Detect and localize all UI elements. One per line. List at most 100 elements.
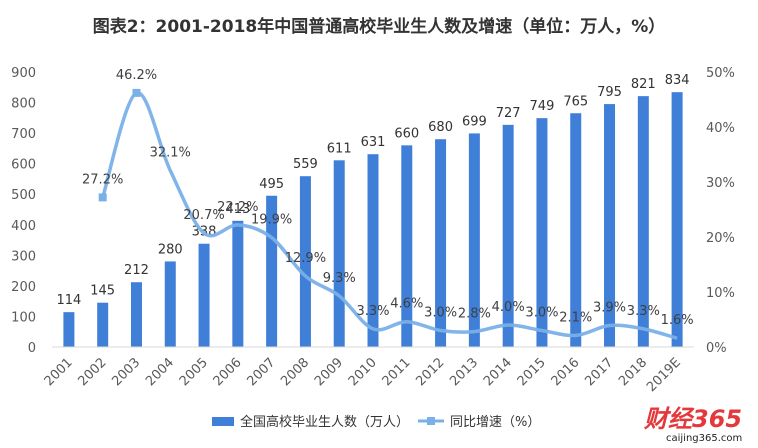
- watermark-brand: 财经365: [643, 405, 742, 433]
- line-value-label: 2.8%: [458, 307, 491, 322]
- bar: [97, 302, 109, 347]
- bar-value-label: 145: [90, 284, 115, 299]
- y-left-tick-label: 400: [11, 219, 36, 234]
- line-value-label: 9.3%: [323, 271, 356, 286]
- y-left-tick-label: 100: [11, 310, 36, 325]
- y-right-tick-label: 20%: [706, 231, 735, 246]
- bar: [130, 282, 142, 347]
- line-point-marker: [98, 193, 107, 202]
- legend-line-marker: [427, 417, 435, 425]
- bar-value-label: 413: [225, 202, 250, 217]
- bar-value-label: 559: [293, 157, 318, 172]
- bar-value-label: 631: [361, 135, 386, 150]
- bar-value-label: 680: [428, 120, 453, 135]
- line-value-label: 2.1%: [559, 310, 592, 325]
- y-left-tick-label: 900: [11, 66, 36, 81]
- x-tick-label: 2011: [380, 355, 414, 389]
- legend-bar-label: 全国高校毕业生人数（万人）: [240, 414, 409, 430]
- x-tick-label: 2001: [42, 355, 76, 389]
- line-value-label: 4.6%: [390, 297, 423, 312]
- bar-value-label: 212: [124, 263, 149, 278]
- x-tick-label: 2019E: [644, 355, 684, 395]
- y-right-tick-label: 10%: [706, 286, 735, 301]
- bar: [198, 243, 210, 347]
- x-tick-label: 2013: [447, 355, 481, 389]
- legend-bar-swatch: [212, 417, 234, 426]
- y-left-tick-label: 700: [11, 127, 36, 142]
- bar-value-label: 699: [462, 114, 487, 129]
- x-tick-label: 2003: [109, 355, 143, 389]
- legend-line-label: 同比增速（%）: [450, 415, 540, 430]
- bar-value-label: 749: [530, 99, 555, 114]
- bar: [299, 176, 311, 347]
- line-value-label: 32.1%: [150, 145, 191, 160]
- bar: [435, 139, 447, 347]
- bar: [570, 113, 582, 347]
- y-left-tick-label: 600: [11, 158, 36, 173]
- x-tick-label: 2004: [143, 355, 177, 389]
- watermark-logo: 财经365 caijing365.com: [643, 405, 742, 444]
- bar: [367, 154, 379, 347]
- legend: 全国高校毕业生人数（万人） 同比增速（%）: [212, 414, 540, 430]
- line-value-label: 1.6%: [661, 313, 694, 328]
- x-tick-label: 2005: [177, 355, 211, 389]
- x-tick-label: 2008: [278, 355, 312, 389]
- x-tick-label: 2015: [515, 355, 549, 389]
- x-tick-label: 2016: [549, 355, 583, 389]
- y-right-tick-label: 0%: [706, 341, 727, 356]
- y-left-tick-label: 500: [11, 188, 36, 203]
- growth-line: [101, 91, 678, 340]
- bar-value-label: 280: [158, 242, 183, 257]
- bar: [232, 220, 244, 347]
- x-tick-label: 2014: [481, 355, 515, 389]
- growth-line-series: 27.2% 46.2% 32.1% 20.7%22.2%19.9% 12.9% 9.3% 3…: [82, 68, 694, 340]
- y-right-tick-label: 30%: [706, 176, 735, 191]
- bar-value-label: 727: [496, 106, 521, 121]
- bar-value-label: 765: [563, 94, 588, 109]
- bar: [536, 118, 548, 347]
- line-value-label: 4.0%: [492, 300, 525, 315]
- y-axis-left: 0 100 200 300 400 500 600 700 800 900: [11, 66, 36, 356]
- y-left-tick-label: 300: [11, 249, 36, 264]
- line-point-marker: [132, 88, 141, 97]
- x-tick-label: 2009: [312, 355, 346, 389]
- line-value-label: 12.9%: [285, 251, 326, 266]
- line-value-label: 3.3%: [356, 304, 389, 319]
- bar: [333, 160, 345, 347]
- line-value-label: 19.9%: [251, 213, 292, 228]
- y-left-tick-label: 200: [11, 280, 36, 295]
- bar-value-label: 114: [56, 293, 81, 308]
- line-value-label: 3.0%: [525, 306, 558, 321]
- watermark-url: caijing365.com: [666, 433, 742, 444]
- y-right-tick-label: 40%: [706, 121, 735, 136]
- bar-value-label: 495: [259, 177, 284, 192]
- line-value-label: 3.3%: [627, 304, 660, 319]
- bar: [671, 92, 683, 348]
- x-tick-label: 2002: [76, 355, 110, 389]
- bar-value-label: 821: [631, 77, 656, 92]
- y-left-tick-label: 800: [11, 97, 36, 112]
- x-tick-label: 2006: [211, 355, 245, 389]
- bar: [604, 104, 616, 347]
- y-right-tick-label: 50%: [706, 66, 735, 81]
- x-tick-label: 2012: [413, 355, 447, 389]
- x-tick-label: 2010: [346, 355, 380, 389]
- line-value-label: 27.2%: [82, 172, 123, 187]
- x-tick-label: 2017: [582, 355, 616, 389]
- line-value-label: 20.7%: [183, 208, 224, 223]
- bar-value-label: 795: [597, 85, 622, 100]
- bar: [468, 133, 480, 347]
- line-value-label: 3.0%: [424, 306, 457, 321]
- bar: [164, 261, 176, 347]
- bar-value-label: 660: [394, 126, 419, 141]
- bar-value-label: 611: [327, 141, 352, 156]
- line-value-label: 22.2%: [217, 200, 258, 215]
- bar: [63, 312, 75, 347]
- bar: [502, 124, 514, 347]
- chart-title: 图表2：2001-2018年中国普通高校毕业生人数及增速（单位：万人，%）: [93, 16, 666, 37]
- bar: [401, 145, 413, 347]
- x-axis: 2001 2002 2003 2004 2005 2006 2007 2008 2009 2010…: [42, 346, 694, 395]
- line-value-label: 46.2%: [116, 68, 157, 83]
